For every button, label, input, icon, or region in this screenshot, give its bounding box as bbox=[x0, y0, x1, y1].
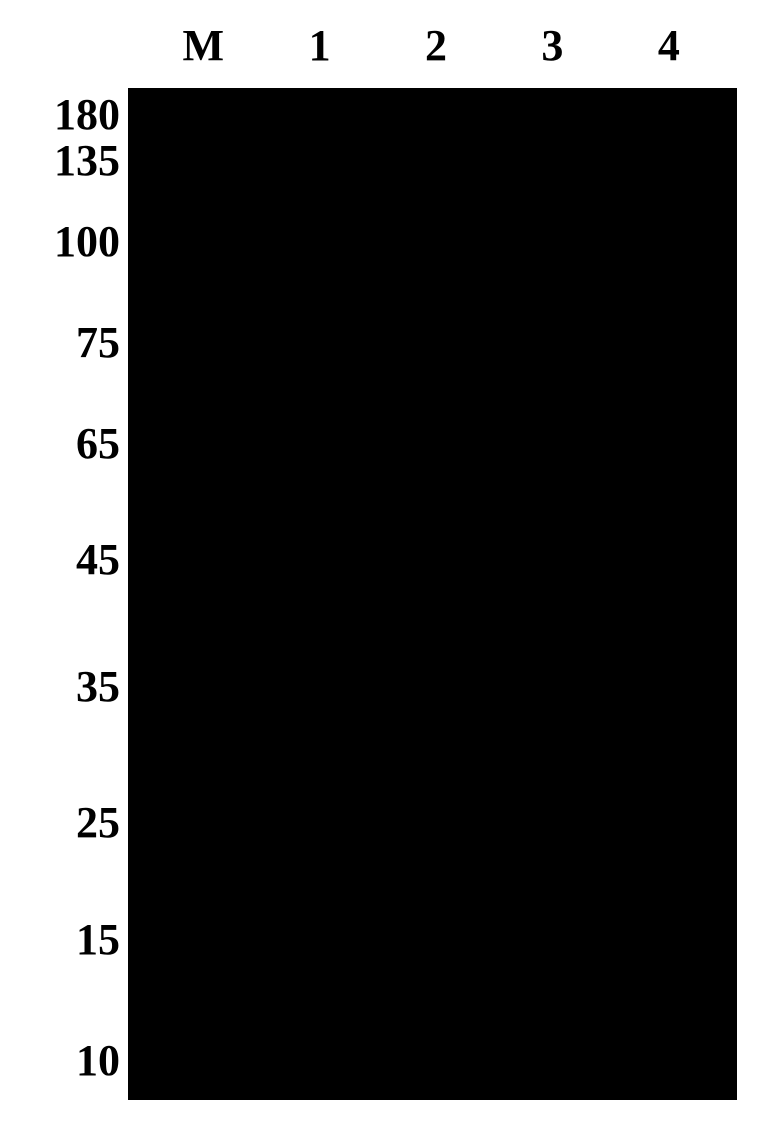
mw-label-35: 35 bbox=[10, 665, 120, 709]
lane-label-2: 2 bbox=[378, 20, 494, 71]
mw-label-25: 25 bbox=[10, 801, 120, 845]
gel-image bbox=[128, 88, 737, 1100]
gel-figure-container: M 1 2 3 4 180 135 100 75 65 45 35 25 15 … bbox=[0, 0, 757, 1136]
mw-label-10: 10 bbox=[10, 1039, 120, 1083]
mw-label-100: 100 bbox=[10, 220, 120, 264]
mw-label-65: 65 bbox=[10, 422, 120, 466]
lane-label-4: 4 bbox=[611, 20, 727, 71]
lane-label-1: 1 bbox=[261, 20, 377, 71]
lane-label-3: 3 bbox=[494, 20, 610, 71]
mw-labels-column: 180 135 100 75 65 45 35 25 15 10 bbox=[10, 88, 120, 1100]
mw-label-180: 180 bbox=[10, 93, 120, 137]
mw-label-75: 75 bbox=[10, 321, 120, 365]
lane-labels-row: M 1 2 3 4 bbox=[145, 20, 727, 71]
mw-label-15: 15 bbox=[10, 918, 120, 962]
mw-label-135: 135 bbox=[10, 139, 120, 183]
mw-label-45: 45 bbox=[10, 538, 120, 582]
lane-label-marker: M bbox=[145, 20, 261, 71]
